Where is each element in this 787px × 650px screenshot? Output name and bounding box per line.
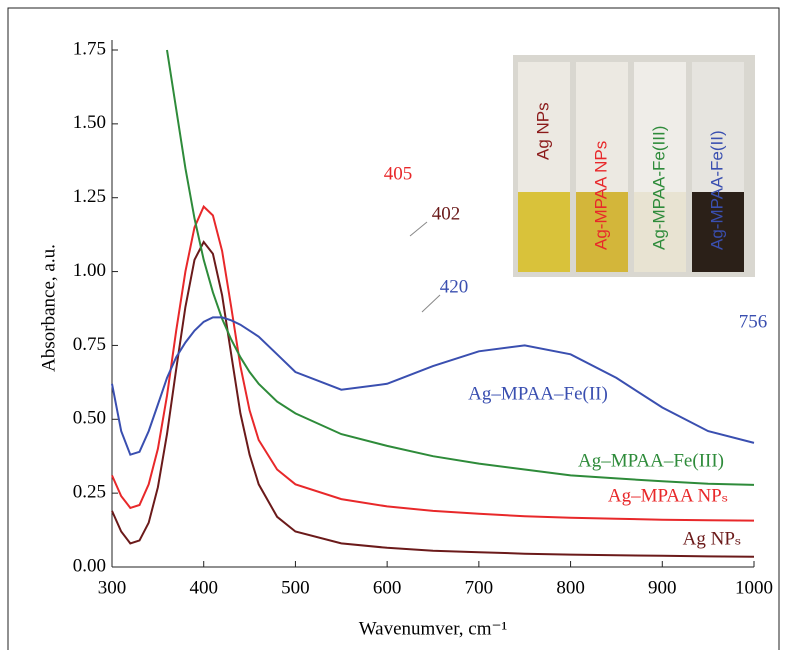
vial-liquid xyxy=(518,192,570,272)
inset-label: Ag-MPAA NPs xyxy=(591,141,610,250)
peak-label: 405 xyxy=(384,163,413,184)
y-tick-label: 1.75 xyxy=(73,38,106,59)
y-tick-label: 1.00 xyxy=(73,260,106,281)
series-label: Ag–MPAA NPₛ xyxy=(608,485,728,506)
y-tick-label: 0.50 xyxy=(73,408,106,429)
inset-label: Ag NPs xyxy=(533,102,552,160)
x-tick-label: 700 xyxy=(465,577,494,598)
x-axis-label: Wavenumver, cm⁻¹ xyxy=(359,618,508,639)
x-tick-label: 900 xyxy=(648,577,677,598)
series-label: Ag–MPAA–Fe(II) xyxy=(468,383,608,404)
x-tick-label: 1000 xyxy=(735,577,773,598)
peak-label: 756 xyxy=(739,311,768,332)
vial-liquid xyxy=(634,192,686,272)
series-line xyxy=(111,316,755,456)
y-tick-label: 0.75 xyxy=(73,334,106,355)
x-tick-label: 400 xyxy=(189,577,218,598)
vial-liquid xyxy=(576,192,628,272)
x-tick-label: 300 xyxy=(98,577,127,598)
peak-label: 402 xyxy=(432,203,461,224)
inset-label: Ag-MPAA-Fe(II) xyxy=(707,130,726,250)
vial-liquid xyxy=(692,192,744,272)
series-line xyxy=(111,240,755,558)
y-tick-label: 0.25 xyxy=(73,482,106,503)
series-label: Ag NPₛ xyxy=(683,528,742,549)
y-tick-label: 0.00 xyxy=(73,555,106,576)
leader-line xyxy=(421,294,441,313)
peak-label: 420 xyxy=(440,276,469,297)
x-tick-label: 800 xyxy=(556,577,585,598)
series-label: Ag–MPAA–Fe(III) xyxy=(578,450,724,471)
inset-photo: Ag NPs Ag-MPAA NPs Ag-MPAA-Fe(III) Ag-MP… xyxy=(513,55,755,277)
inset-label: Ag-MPAA-Fe(III) xyxy=(649,126,668,250)
series-line xyxy=(166,49,755,486)
y-tick-label: 1.50 xyxy=(73,112,106,133)
series-line xyxy=(111,204,755,522)
frame xyxy=(7,7,780,650)
y-tick-label: 1.25 xyxy=(73,186,106,207)
leader-line xyxy=(409,221,428,237)
x-tick-label: 600 xyxy=(373,577,402,598)
x-tick-label: 500 xyxy=(281,577,310,598)
y-axis-label: Absorbance, a.u. xyxy=(38,244,59,372)
